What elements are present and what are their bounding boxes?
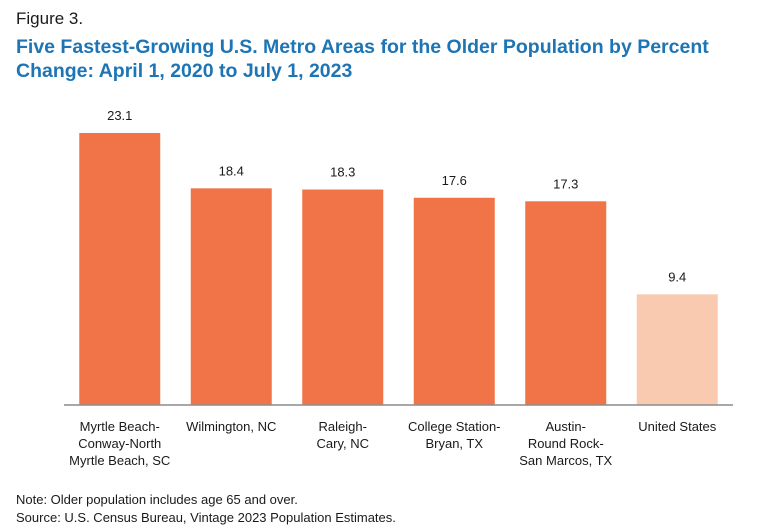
chart-title: Five Fastest-Growing U.S. Metro Areas fo… — [16, 36, 709, 82]
category-label-4: College Station-Bryan, TX — [408, 419, 501, 451]
category-labels-group: Myrtle Beach-Conway-North Myrtle Beach, S… — [69, 419, 717, 468]
bar-3 — [302, 189, 384, 405]
category-label-5: Austin-Round Rock-San Marcos, TX — [519, 419, 612, 468]
category-label-6: United States — [638, 419, 717, 434]
category-label-1: Myrtle Beach-Conway-North Myrtle Beach, S… — [69, 419, 170, 468]
bars-group — [79, 133, 718, 405]
category-label-2: Wilmington, NC — [186, 419, 276, 434]
bar-chart: 23.1 18.4 18.3 17.6 17.3 9.4 Myrtle Beach-Con… — [64, 108, 733, 468]
category-label-3: Raleigh-Cary, NC — [317, 419, 369, 451]
bar-6 — [636, 294, 718, 405]
bar-2 — [190, 188, 272, 405]
value-label-6: 9.4 — [668, 269, 686, 284]
bar-5 — [525, 201, 607, 405]
value-label-2: 18.4 — [219, 163, 244, 178]
value-label-1: 23.1 — [107, 108, 132, 123]
footnote-note: Note: Older population includes age 65 a… — [16, 492, 298, 507]
bar-4 — [413, 197, 495, 405]
footnote-source: Source: U.S. Census Bureau, Vintage 2023… — [16, 510, 396, 525]
bar-1 — [79, 133, 161, 405]
value-labels-group: 23.1 18.4 18.3 17.6 17.3 9.4 — [107, 108, 686, 284]
figure-label: Figure 3. — [16, 9, 84, 28]
value-label-4: 17.6 — [442, 173, 467, 188]
value-label-3: 18.3 — [330, 165, 355, 180]
value-label-5: 17.3 — [553, 176, 578, 191]
